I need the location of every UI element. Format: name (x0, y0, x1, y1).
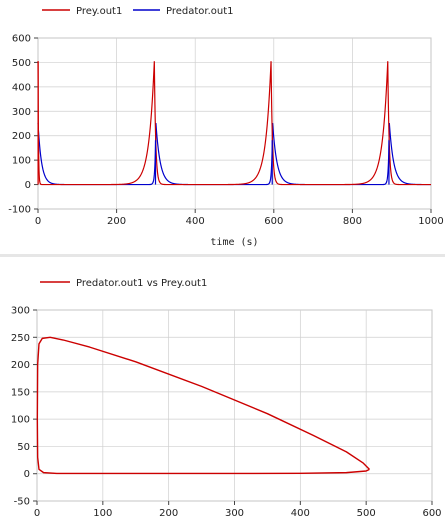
y-tick-label: 200 (11, 360, 30, 371)
series-layer (36, 336, 370, 475)
y-tick-label: 0 (25, 180, 31, 191)
y-tick-label: 400 (12, 82, 31, 93)
x-axis-title: time (s) (210, 237, 258, 248)
y-tick-label: 250 (11, 333, 30, 344)
x-tick-label: 800 (343, 216, 362, 227)
y-tick-label: 150 (11, 387, 30, 398)
y-tick-label: -100 (8, 205, 31, 216)
legend-label-predator: Predator.out1 (166, 6, 234, 17)
x-tick-label: 300 (225, 508, 244, 519)
legend: Prey.out1 Predator.out1 (42, 6, 234, 17)
legend: Predator.out1 vs Prey.out1 (40, 278, 207, 289)
legend-label-phase: Predator.out1 vs Prey.out1 (76, 278, 207, 289)
x-tick-label: 600 (422, 508, 441, 519)
y-tick-label: 300 (11, 306, 30, 317)
series-line-prey (37, 61, 431, 186)
y-tick-label: 100 (12, 156, 31, 167)
time-series-chart: Prey.out1 Predator.out1 0 200 400 600 800 100… (8, 6, 443, 248)
x-tick-label: 500 (357, 508, 376, 519)
y-tick-label: 100 (11, 415, 30, 426)
x-tick-label: 200 (159, 508, 178, 519)
x-tick-label: 0 (35, 216, 41, 227)
y-tick-label: 500 (12, 58, 31, 69)
series-line-predator (37, 122, 431, 186)
panel-divider (0, 254, 445, 257)
x-tick-label: 100 (93, 508, 112, 519)
grid (37, 37, 432, 210)
x-tick-label: 400 (291, 508, 310, 519)
series-layer (37, 61, 431, 186)
legend-label-prey: Prey.out1 (76, 6, 122, 17)
y-tick-label: 600 (12, 34, 31, 45)
y-tick-label: -50 (14, 497, 30, 508)
axes: 0 100 200 300 400 500 600 -50 0 50 100 150 200 250 300 (11, 306, 442, 520)
x-tick-label: 200 (107, 216, 126, 227)
y-tick-label: 0 (24, 469, 30, 480)
y-tick-label: 200 (12, 131, 31, 142)
plot-frame (37, 37, 432, 210)
phase-plot-chart: Predator.out1 vs Prey.out1 0 100 200 300 400… (11, 278, 442, 520)
axes: 0 200 400 600 800 1000 -100 0 100 200 300 400 500 600 (8, 34, 443, 228)
x-tick-label: 0 (34, 508, 40, 519)
x-tick-label: 1000 (418, 216, 443, 227)
x-tick-label: 400 (186, 216, 205, 227)
y-tick-label: 300 (12, 107, 31, 118)
y-tick-label: 50 (17, 442, 30, 453)
grid (36, 309, 433, 502)
series-line-phase (36, 336, 370, 475)
x-tick-label: 600 (264, 216, 283, 227)
